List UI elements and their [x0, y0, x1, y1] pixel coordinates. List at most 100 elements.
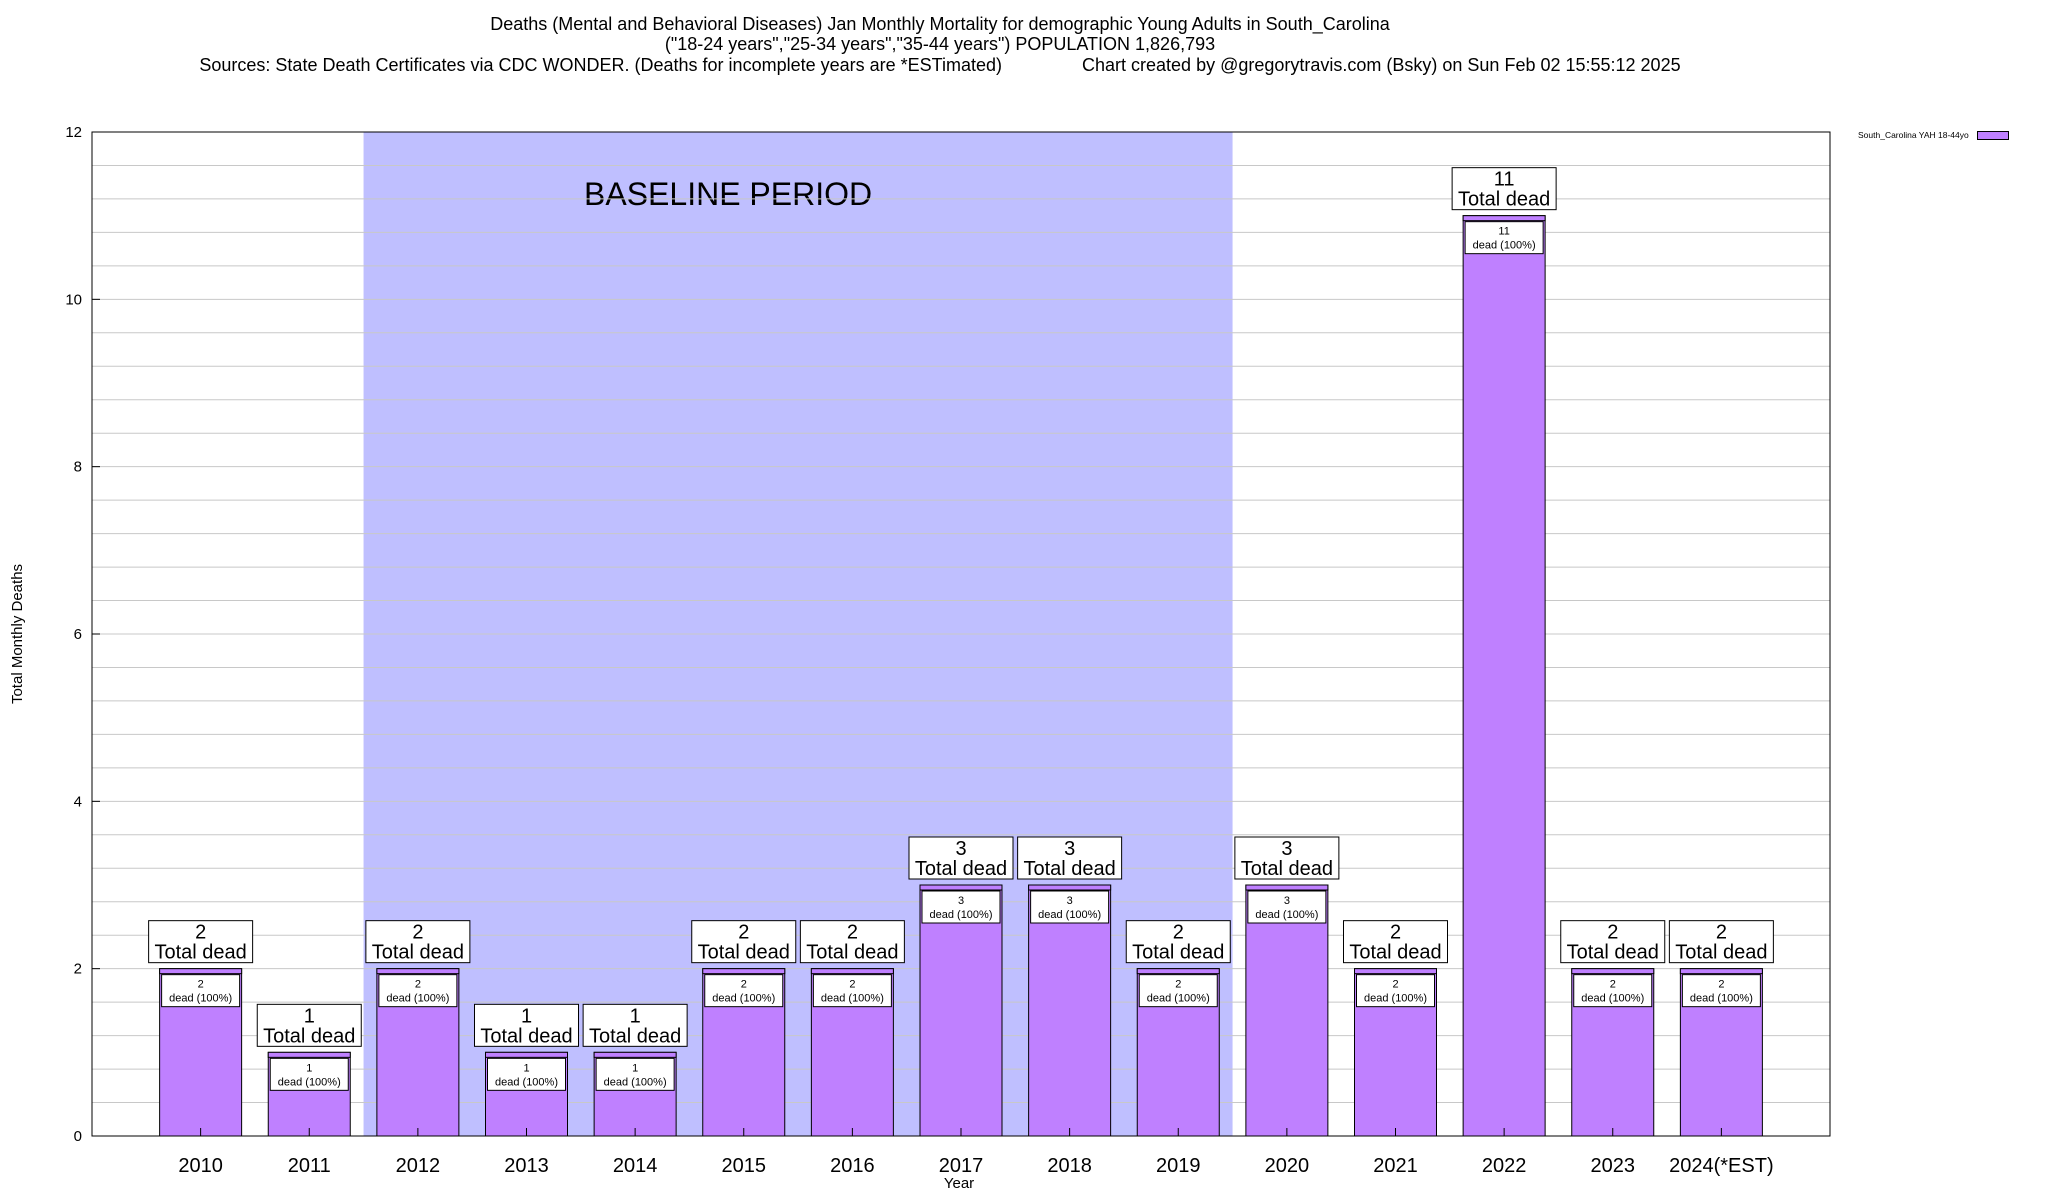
bar-top-cap	[1571, 968, 1655, 975]
bar-inner-label-box	[1030, 890, 1110, 924]
bar-total-label: Total dead	[1023, 858, 1115, 880]
bar-inner-label: dead (100%)	[1581, 993, 1644, 1005]
bar-inner-label: dead (100%)	[930, 909, 993, 921]
x-tick-label: 2011	[288, 1155, 331, 1177]
y-axis-title: Total Monthly Deaths	[9, 564, 26, 704]
bar-inner-label-count: 11	[1498, 226, 1509, 238]
bar-total-label-count: 2	[412, 922, 423, 944]
bar-total-label-box	[148, 920, 254, 964]
x-tick-label: 2013	[504, 1155, 549, 1177]
bar-total-label-box	[799, 920, 905, 964]
bar-top-cap	[702, 968, 786, 975]
baseline-period-label: BASELINE PERIOD	[584, 176, 872, 212]
bar	[1245, 884, 1329, 1137]
bar-total-label: Total dead	[1567, 942, 1659, 964]
bar-inner-label-count: 3	[1067, 895, 1073, 907]
bar-top-cap	[267, 1051, 351, 1058]
bar-top-cap	[1354, 968, 1437, 975]
bar-inner-label-count: 2	[1610, 979, 1616, 991]
bar-top-cap	[919, 884, 1003, 891]
y-tick-label: 10	[65, 291, 82, 308]
bar-inner-label-count: 1	[632, 1062, 638, 1074]
x-tick-label: 2021	[1373, 1155, 1418, 1177]
bar-inner-label-count: 2	[741, 979, 747, 991]
bar-inner-label: dead (100%)	[495, 1076, 558, 1088]
x-tick-label: 2024(*EST)	[1669, 1155, 1774, 1177]
bar-inner-label: dead (100%)	[278, 1076, 341, 1088]
bar-inner-label: dead (100%)	[712, 993, 775, 1005]
x-tick-label: 2012	[396, 1155, 441, 1177]
bar-total-label: Total dead	[154, 942, 246, 964]
bar-inner-label: dead (100%)	[604, 1076, 667, 1088]
bar-inner-label: dead (100%)	[1473, 240, 1536, 252]
bar-inner-label-count: 3	[1284, 895, 1290, 907]
bar-total-label-box	[1343, 920, 1448, 964]
bar-total-label-box	[365, 920, 471, 964]
bar-inner-label-box	[921, 890, 1001, 924]
bar-total-label-count: 2	[847, 922, 858, 944]
y-tick-label: 2	[74, 961, 82, 978]
bar-total-label: Total dead	[1349, 942, 1441, 964]
bar-top-cap	[1245, 884, 1329, 891]
bar-total-label: Total dead	[372, 942, 464, 964]
bar-top-cap	[593, 1051, 677, 1058]
bar-inner-label-count: 2	[198, 979, 204, 991]
bar-top-cap	[810, 968, 894, 975]
bar-inner-label: dead (100%)	[1147, 993, 1210, 1005]
bar-inner-label: dead (100%)	[1690, 993, 1753, 1005]
bar-total-label-box	[256, 1003, 362, 1047]
x-tick-label: 2018	[1047, 1155, 1092, 1177]
y-tick-label: 0	[74, 1128, 82, 1145]
bar-total-label: Total dead	[915, 858, 1007, 880]
bar-inner-label-box	[704, 974, 784, 1008]
x-axis-title: Year	[944, 1175, 974, 1192]
bar-total-label-box	[1560, 920, 1666, 964]
bar-total-label-box	[691, 920, 797, 964]
bar-total-label: Total dead	[1675, 942, 1767, 964]
bar-inner-label-count: 1	[523, 1062, 529, 1074]
chart-title-line-2: ("18-24 years","25-34 years","35-44 year…	[664, 34, 1216, 54]
bar-inner-label: dead (100%)	[386, 993, 449, 1005]
x-tick-label: 2022	[1482, 1155, 1527, 1177]
bar-total-label-count: 2	[1390, 922, 1401, 944]
bar-total-label: Total dead	[1458, 189, 1550, 211]
bar	[1462, 215, 1546, 1137]
bar-top-cap	[1679, 968, 1763, 975]
legend-label: South_Carolina YAH 18-44yo	[1858, 130, 1969, 140]
bar-total-label: Total dead	[589, 1025, 681, 1047]
x-tick-label: 2023	[1591, 1155, 1636, 1177]
bar-total-label-count: 3	[1064, 838, 1075, 860]
bar-inner-label-count: 2	[849, 979, 855, 991]
bar-total-label-box	[1451, 167, 1557, 211]
bar-inner-label: dead (100%)	[821, 993, 884, 1005]
bar-inner-label-box	[812, 974, 892, 1008]
bar-total-label-count: 1	[521, 1005, 532, 1027]
legend-swatch	[1976, 130, 2009, 140]
bar-total-label-box	[1017, 836, 1123, 880]
bar-inner-label: dead (100%)	[1364, 993, 1427, 1005]
bar-inner-label-box	[378, 974, 458, 1008]
bar-top-cap	[1462, 215, 1546, 222]
bar-total-label-count: 3	[1281, 838, 1292, 860]
bar-inner-label-box	[1356, 974, 1435, 1008]
bar-total-label-box	[1125, 920, 1231, 964]
bar-total-label-count: 11	[1494, 169, 1515, 191]
bar-inner-label-box	[1573, 974, 1653, 1008]
x-tick-label: 2016	[830, 1155, 875, 1177]
y-tick-label: 8	[74, 459, 82, 476]
legend: South_Carolina YAH 18-44yo	[1858, 130, 2009, 140]
bar-total-label-box	[1668, 920, 1774, 964]
bar-total-label-count: 2	[1173, 922, 1184, 944]
chart-title-line-1: Deaths (Mental and Behavioral Diseases) …	[490, 14, 1390, 34]
bar-total-label-count: 1	[630, 1005, 641, 1027]
bar-top-cap	[159, 968, 243, 975]
bar-inner-label-box	[161, 974, 241, 1008]
x-tick-label: 2020	[1265, 1155, 1310, 1177]
bar-inner-label-box	[595, 1057, 675, 1091]
bar-total-label-count: 1	[304, 1005, 315, 1027]
bar-top-cap	[1136, 968, 1220, 975]
bar-inner-label-box	[1138, 974, 1218, 1008]
